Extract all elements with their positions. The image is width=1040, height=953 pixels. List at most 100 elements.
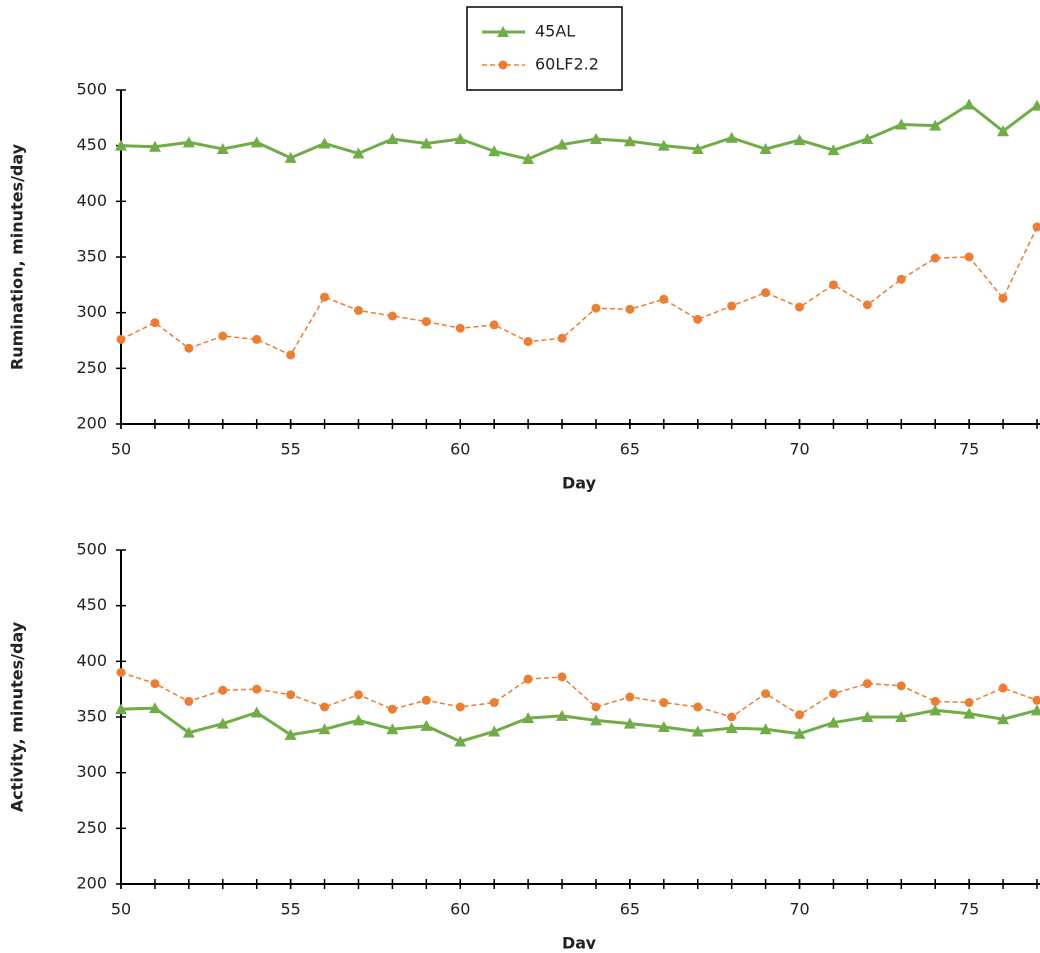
marker <box>117 668 126 677</box>
marker <box>1033 222 1040 231</box>
marker <box>591 304 600 313</box>
y-tick-label: 300 <box>76 762 107 781</box>
y-tick-label: 400 <box>76 651 107 670</box>
marker <box>422 317 431 326</box>
y-tick-label: 400 <box>76 191 107 210</box>
marker <box>1031 100 1040 111</box>
marker <box>761 689 770 698</box>
x-axis-title: Day <box>562 934 597 950</box>
marker <box>251 707 263 718</box>
x-tick-label: 70 <box>789 900 809 919</box>
marker <box>456 702 465 711</box>
y-axis-title: Rumination, minutes/day <box>8 143 27 370</box>
marker <box>150 679 159 688</box>
x-tick-label: 70 <box>789 440 809 459</box>
marker <box>320 702 329 711</box>
marker <box>897 275 906 284</box>
marker <box>524 675 533 684</box>
legend-label: 60LF2.2 <box>535 55 599 74</box>
x-tick-label: 75 <box>959 900 979 919</box>
marker <box>524 337 533 346</box>
y-axis-title: Activity, minutes/day <box>8 621 27 812</box>
marker <box>931 254 940 263</box>
marker <box>659 295 668 304</box>
y-tick-label: 350 <box>76 247 107 266</box>
marker <box>352 714 364 725</box>
x-tick-label: 50 <box>111 900 131 919</box>
marker <box>726 132 738 143</box>
y-tick-label: 350 <box>76 707 107 726</box>
marker <box>286 690 295 699</box>
marker <box>931 697 940 706</box>
marker <box>252 685 261 694</box>
x-tick-label: 60 <box>450 900 470 919</box>
marker <box>625 305 634 314</box>
y-tick-label: 300 <box>76 302 107 321</box>
marker <box>999 684 1008 693</box>
marker <box>625 692 634 701</box>
marker <box>795 710 804 719</box>
marker <box>184 697 193 706</box>
x-tick-label: 60 <box>450 440 470 459</box>
marker <box>897 681 906 690</box>
marker <box>320 293 329 302</box>
marker <box>558 672 567 681</box>
marker <box>319 137 331 148</box>
marker <box>965 698 974 707</box>
x-tick-label: 55 <box>280 900 300 919</box>
marker <box>794 134 806 145</box>
marker <box>591 702 600 711</box>
marker <box>150 318 159 327</box>
x-tick-label: 50 <box>111 440 131 459</box>
y-tick-label: 450 <box>76 135 107 154</box>
marker <box>422 696 431 705</box>
marker <box>829 689 838 698</box>
marker <box>354 690 363 699</box>
x-tick-label: 65 <box>620 900 640 919</box>
y-tick-label: 500 <box>76 80 107 99</box>
marker <box>727 301 736 310</box>
x-tick-label: 55 <box>280 440 300 459</box>
y-tick-label: 200 <box>76 874 107 893</box>
marker <box>218 332 227 341</box>
y-tick-label: 450 <box>76 595 107 614</box>
marker <box>218 686 227 695</box>
marker <box>286 350 295 359</box>
marker <box>965 253 974 262</box>
x-axis-title: Day <box>562 474 597 493</box>
marker <box>863 300 872 309</box>
marker <box>659 698 668 707</box>
marker <box>388 705 397 714</box>
marker <box>490 698 499 707</box>
x-tick-label: 65 <box>620 440 640 459</box>
y-tick-label: 200 <box>76 414 107 433</box>
marker <box>252 335 261 344</box>
marker <box>963 98 975 109</box>
marker <box>795 303 804 312</box>
y-tick-label: 250 <box>76 818 107 837</box>
legend-label: 45AL <box>535 22 575 41</box>
marker <box>693 702 702 711</box>
legend-marker <box>499 61 508 70</box>
series-line <box>121 104 1037 159</box>
marker <box>999 294 1008 303</box>
y-tick-label: 500 <box>76 540 107 559</box>
marker <box>727 713 736 722</box>
marker <box>490 320 499 329</box>
marker <box>184 344 193 353</box>
marker <box>829 280 838 289</box>
marker <box>1031 704 1040 715</box>
y-tick-label: 250 <box>76 358 107 377</box>
marker <box>1033 696 1040 705</box>
marker <box>693 315 702 324</box>
marker <box>354 306 363 315</box>
x-tick-label: 75 <box>959 440 979 459</box>
legend-box <box>467 7 622 90</box>
marker <box>388 312 397 321</box>
marker <box>863 679 872 688</box>
marker <box>761 288 770 297</box>
marker <box>558 334 567 343</box>
marker <box>456 324 465 333</box>
